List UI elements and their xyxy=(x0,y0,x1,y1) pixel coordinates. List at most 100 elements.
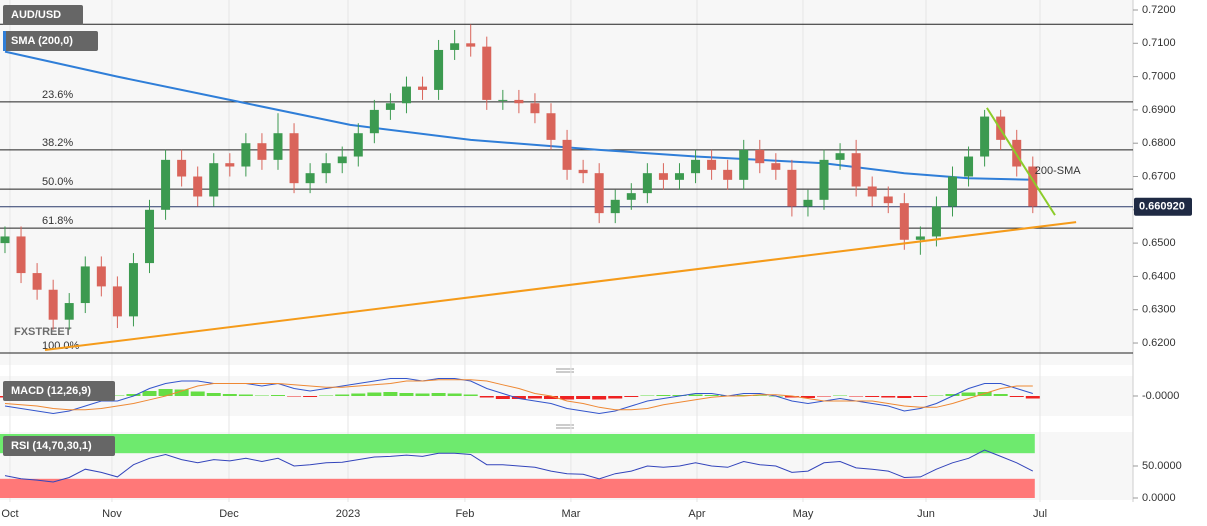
trendline xyxy=(44,221,1077,351)
macd-histogram-bar xyxy=(463,394,478,396)
macd-histogram-bar xyxy=(624,396,639,397)
y-tick-label: 0.6300 xyxy=(1142,304,1176,316)
macd-histogram-bar xyxy=(367,392,382,396)
macd-histogram-bar xyxy=(190,391,205,396)
x-tick-label: Feb xyxy=(455,508,474,520)
macd-histogram-bar xyxy=(800,396,815,398)
candle-body xyxy=(594,173,604,214)
macd-histogram-bar xyxy=(254,395,269,396)
plot: Oct Nov Dec 2023 Feb Mar Apr May Jun Jul 0.6200 0.6… xyxy=(0,0,1192,520)
candle-body xyxy=(498,99,508,101)
candle-body xyxy=(562,139,572,170)
macd-histogram-bar xyxy=(238,394,253,396)
macd-histogram-bar xyxy=(511,396,526,399)
candle-body xyxy=(0,236,10,244)
chart-title-box xyxy=(3,5,83,25)
x-tick-label: Jul xyxy=(1033,508,1047,520)
candle-body xyxy=(530,103,540,114)
candle-body xyxy=(707,159,717,170)
candle-body xyxy=(915,236,925,240)
y-tick-label: 0.6500 xyxy=(1142,237,1176,249)
candle-body xyxy=(755,149,765,164)
candle-body xyxy=(128,263,138,317)
candle-body xyxy=(931,206,941,237)
macd-histogram-bar xyxy=(640,395,655,396)
candle-body xyxy=(401,86,411,104)
y-tick-label: 0.0000 xyxy=(1142,492,1176,504)
current-price-tag xyxy=(1134,197,1192,216)
oversold-band xyxy=(0,478,1035,498)
macd-histogram-bar xyxy=(608,396,623,399)
y-tick-label: 0.6900 xyxy=(1142,104,1176,116)
candle-body xyxy=(96,266,106,287)
candle-body xyxy=(418,86,428,90)
candle-body xyxy=(819,159,829,200)
macd-histogram-bar xyxy=(126,394,141,396)
candle-body xyxy=(177,159,187,177)
current-price-label: 0.660920 xyxy=(1139,201,1185,213)
candle-body xyxy=(193,176,203,197)
macd-histogram-bar xyxy=(560,396,575,400)
candle-body xyxy=(674,173,684,180)
macd-histogram-bar xyxy=(881,396,896,398)
candle-body xyxy=(80,266,90,304)
candle-body xyxy=(546,113,556,140)
macd-histogram-bar xyxy=(544,396,559,399)
macd-histogram-bar xyxy=(945,394,960,396)
candle-body xyxy=(883,196,893,204)
x-tick-label: 2023 xyxy=(336,508,360,520)
macd-histogram-bar xyxy=(833,395,848,396)
candle-body xyxy=(642,173,652,194)
x-tick-label: Apr xyxy=(688,508,705,520)
macd-histogram-bar xyxy=(752,395,767,396)
candle-body xyxy=(771,163,781,170)
watermark: FXSTREET xyxy=(14,326,72,338)
macd-histogram-bar xyxy=(222,394,237,396)
fib-label: 61.8% xyxy=(42,215,73,227)
macd-histogram-bar xyxy=(303,396,318,397)
macd-histogram-bar xyxy=(961,392,976,396)
candle-body xyxy=(658,173,668,180)
x-tick-label: Mar xyxy=(561,508,580,520)
x-tick-label: Nov xyxy=(102,508,122,520)
macd-histogram-bar xyxy=(993,394,1008,396)
macd-histogram-bar xyxy=(431,393,446,396)
sma-line xyxy=(4,50,1033,181)
fib-label: 23.6% xyxy=(42,89,73,101)
y-tick-label: 0.6800 xyxy=(1142,137,1176,149)
macd-histogram-bar xyxy=(688,394,703,396)
candle-body xyxy=(337,156,347,164)
macd-histogram-bar xyxy=(399,393,414,396)
candle-body xyxy=(241,143,251,167)
candle-body xyxy=(161,159,171,210)
rsi-title: RSI (14,70,30,1) xyxy=(11,440,92,452)
sma-annotation: 200-SMA xyxy=(1035,165,1082,177)
candle-body xyxy=(305,173,315,184)
macd-histogram-bar xyxy=(704,395,719,396)
candle-body xyxy=(273,133,283,160)
macd-histogram-bar xyxy=(527,396,542,399)
macd-histogram-bar xyxy=(174,389,189,396)
y-tick-label: 0.6700 xyxy=(1142,170,1176,182)
candle-body xyxy=(980,116,990,157)
candle-body xyxy=(369,109,379,134)
macd-histogram-bar xyxy=(158,389,173,396)
candle-body xyxy=(289,133,299,184)
macd-histogram-bar xyxy=(142,391,157,396)
macd-histogram-bar xyxy=(479,396,494,398)
candle-body xyxy=(947,176,957,207)
macd-line xyxy=(4,379,1033,411)
y-tick-label: 0.7200 xyxy=(1142,4,1176,16)
y-tick-label: 0.7100 xyxy=(1142,37,1176,49)
macd-histogram-bar xyxy=(1025,396,1040,399)
macd-histogram-bar xyxy=(913,396,928,397)
candle-body xyxy=(466,43,476,47)
y-tick-label: 0.6200 xyxy=(1142,337,1176,349)
candle-body xyxy=(626,193,636,200)
fib-label: 50.0% xyxy=(42,176,73,188)
macd-histogram-bar xyxy=(319,395,334,396)
sma-legend-accent xyxy=(3,31,6,51)
chart-title: AUD/USD xyxy=(11,9,61,21)
candle-body xyxy=(1028,166,1038,207)
macd-histogram-bar xyxy=(447,393,462,396)
